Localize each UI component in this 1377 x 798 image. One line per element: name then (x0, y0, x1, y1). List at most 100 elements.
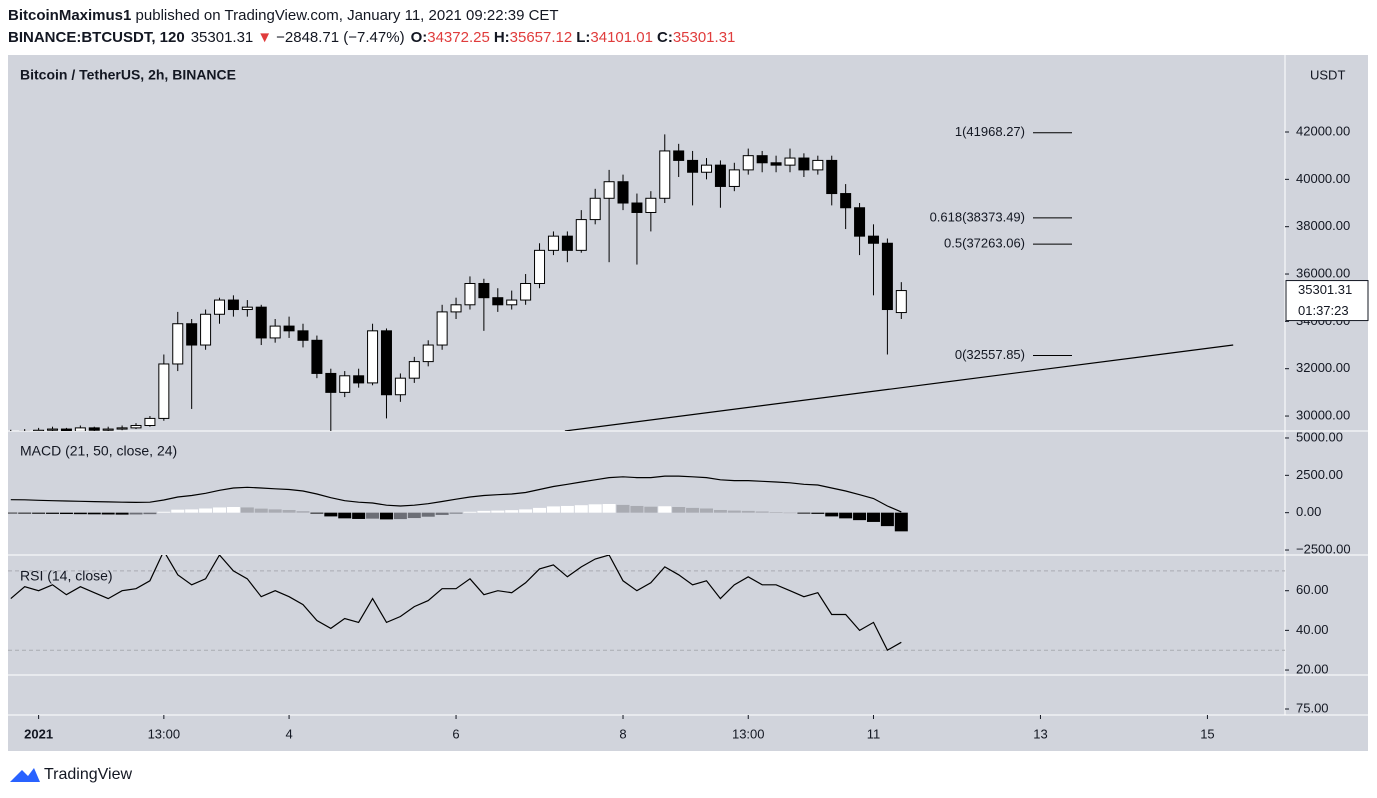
candle-body (617, 181, 629, 204)
y-tick-label: 40000.00 (1296, 171, 1350, 186)
histogram-bar (46, 512, 60, 514)
candle-body (144, 417, 156, 427)
histogram-bar (672, 506, 686, 513)
pane-group (10, 134, 1234, 431)
histogram-bar (755, 511, 769, 513)
macd-line (10, 475, 902, 513)
candle-body (102, 428, 114, 431)
countdown: 01:37:23 (1298, 303, 1349, 318)
histogram-bar (338, 512, 352, 519)
candle-body (339, 375, 351, 393)
histogram-bar (491, 510, 505, 513)
histogram-bar (310, 512, 324, 514)
histogram-bar (32, 512, 46, 514)
trendline (564, 344, 1234, 431)
candle-body (88, 427, 100, 431)
histogram-bar (18, 512, 32, 514)
pane-title: RSI (14, close) (20, 568, 113, 584)
symbol: BINANCE:BTCUSDT, 120 (8, 29, 185, 46)
histogram-bar (713, 509, 727, 513)
arrow: ▼ (257, 29, 272, 46)
candle-body (673, 150, 685, 161)
last: 35301.31 (191, 29, 254, 46)
candle-body (241, 306, 253, 311)
histogram-bar (101, 512, 115, 515)
x-tick-label: 2021 (24, 726, 53, 741)
candle-body (367, 330, 379, 384)
histogram-bar (797, 512, 811, 514)
axis-unit: USDT (1310, 67, 1345, 82)
pane-group (8, 555, 1285, 652)
y-tick-label: 30000.00 (1296, 407, 1350, 422)
candle-body (408, 361, 420, 379)
histogram-bar (59, 512, 73, 515)
histogram-bar (157, 511, 171, 513)
candle-body (227, 299, 239, 311)
candle-body (436, 311, 448, 346)
histogram-bar (546, 506, 560, 513)
candle-body (116, 427, 128, 430)
candle-body (130, 425, 142, 429)
candle-body (380, 330, 392, 396)
candle-body (520, 282, 532, 301)
candle-body (840, 193, 852, 209)
histogram-bar (115, 512, 129, 515)
histogram-bar (73, 512, 87, 515)
author[interactable]: BitcoinMaximus1 (8, 7, 131, 24)
x-tick-label: 8 (619, 726, 626, 741)
candle-body (714, 164, 726, 187)
histogram-bar (435, 512, 449, 515)
x-tick-label: 13:00 (732, 726, 765, 741)
histogram-bar (296, 511, 310, 513)
histogram-bar (630, 505, 644, 513)
rsi-line (10, 555, 902, 652)
y-tick-label: 42000.00 (1296, 123, 1350, 138)
histogram-bar (393, 512, 407, 520)
high-label: H: (494, 29, 510, 46)
y-tick-label: 5000.00 (1296, 429, 1343, 444)
histogram-bar (407, 512, 421, 519)
histogram-bar (727, 510, 741, 513)
x-tick-label: 13:00 (148, 726, 181, 741)
close-label: C: (657, 29, 673, 46)
pane-title: Bitcoin / TetherUS, 2h, BINANCE (20, 67, 236, 83)
x-tick-label: 11 (867, 726, 881, 741)
histogram-bar (644, 506, 658, 513)
candle-body (492, 297, 504, 306)
footer[interactable]: TradingView (10, 766, 132, 783)
candle-body (631, 202, 643, 213)
y-tick-label: 32000.00 (1296, 360, 1350, 375)
candle-body (269, 325, 281, 339)
histogram-bar (199, 508, 213, 513)
candle-body (742, 155, 754, 171)
histogram-bar (8, 512, 18, 514)
candle-body (60, 428, 72, 431)
candle-body (770, 162, 782, 166)
histogram-bar (143, 512, 157, 515)
histogram-bar (588, 504, 602, 513)
histogram-bar (616, 504, 630, 513)
candle-body (728, 169, 740, 187)
candle-body (74, 427, 86, 431)
candle-body (756, 155, 768, 164)
histogram-bar (324, 512, 338, 517)
histogram-bar (560, 505, 574, 513)
candle-body (506, 299, 518, 306)
y-tick-label: 36000.00 (1296, 265, 1350, 280)
candle-body (172, 323, 184, 365)
chart-background (8, 55, 1368, 751)
histogram-bar (185, 509, 199, 513)
histogram-bar (658, 506, 672, 513)
y-tick-label: 75.00 (1296, 700, 1329, 715)
x-tick-label: 6 (452, 726, 459, 741)
candle-body (561, 235, 573, 251)
candle-body (283, 325, 295, 332)
histogram-bar (519, 509, 533, 513)
fib-label: 0.5(37263.06) (944, 236, 1025, 251)
change: −2848.71 (−7.47%) (276, 29, 404, 46)
candle-body (575, 219, 587, 251)
last-price-label: 35301.31 (1298, 282, 1352, 297)
candle-body (701, 164, 713, 173)
candle-body (812, 159, 824, 171)
